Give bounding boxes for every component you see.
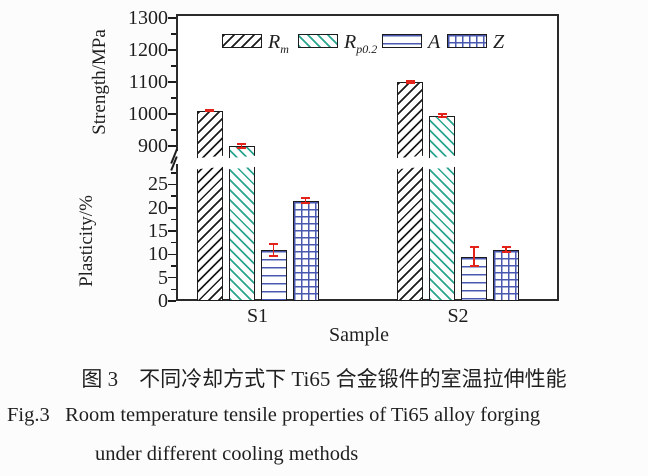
errorbar-cap-bottom — [205, 110, 214, 113]
axis-tick-major — [168, 206, 176, 209]
axis-tick-major — [168, 145, 176, 147]
axis-tick-label: 5 — [158, 266, 168, 289]
axis-tick-minor — [171, 65, 176, 67]
errorbar-cap-bottom — [501, 251, 511, 254]
axis-tick-major — [168, 253, 176, 256]
axis-tick-major — [168, 183, 176, 186]
bar-rm-s1 — [196, 110, 223, 301]
axis-tick-minor — [171, 97, 176, 99]
axis-tick-minor — [171, 171, 176, 174]
bar-a-s2 — [461, 256, 487, 301]
axis-tick-minor — [171, 33, 176, 35]
category-label: S1 — [246, 305, 269, 327]
bar-rp02-s1 — [228, 146, 255, 301]
axis-tick-minor — [171, 218, 176, 221]
axis-tick-label: 1200 — [128, 39, 168, 61]
bar-z-s2 — [493, 249, 519, 301]
legend-swatch-a — [382, 34, 422, 48]
errorbar-line — [304, 196, 307, 205]
legend-swatch-rm — [222, 34, 262, 48]
x-axis-label: Sample — [329, 324, 389, 346]
axis-tick-minor — [171, 195, 176, 197]
category-label: S2 — [447, 305, 469, 327]
chart-area: 900 1000 1100 1200 1300 0 5 10 15 20 25 S1 S2 Streng… — [76, 7, 559, 346]
errorbar-line — [272, 242, 275, 257]
legend-swatch-z — [447, 34, 487, 48]
errorbar-bar-z-s1 — [301, 196, 310, 205]
axis-tick-label: 25 — [148, 173, 168, 196]
errorbar-bar-a-s1 — [269, 242, 278, 257]
errorbar-line — [240, 142, 243, 150]
axis-tick-label: 900 — [138, 135, 168, 157]
axis-tick-label: 0 — [158, 290, 168, 312]
axis-tick-major — [168, 276, 176, 279]
legend-label-rm: Rm — [268, 31, 289, 56]
axis-tick-label: 10 — [148, 243, 168, 266]
errorbar-bar-z-s2 — [501, 245, 511, 254]
errorbar-bar-rm-s2 — [405, 80, 415, 84]
bar-rp02-s2 — [429, 115, 455, 301]
errorbar-bar-rp02-s1 — [237, 142, 246, 150]
errorbar-line — [473, 245, 475, 268]
errorbar-cap-bottom — [269, 254, 278, 257]
errorbar-cap-bottom — [301, 202, 310, 205]
axis-tick-label: 20 — [148, 196, 168, 219]
bar-a-s1 — [260, 249, 287, 301]
legend-label-a: A — [428, 31, 441, 53]
errorbar-line — [505, 245, 507, 254]
errorbar-cap-bottom — [469, 265, 479, 268]
bar-z-s1 — [292, 200, 319, 301]
errorbar-cap-bottom — [405, 81, 415, 84]
axis-tick-minor — [171, 241, 176, 244]
legend-label-z: Z — [493, 31, 505, 53]
bar-rm-s2 — [397, 82, 423, 301]
axis-tick-label: 1000 — [128, 103, 168, 125]
errorbar-cap-bottom — [437, 116, 447, 119]
axis-tick-major — [168, 230, 176, 232]
axis-tick-label: 1100 — [128, 71, 168, 93]
caption-chinese: 图 3 不同冷却方式下 Ti65 合金锻件的室温拉伸性能 — [81, 367, 567, 391]
errorbar-cap-bottom — [237, 147, 246, 150]
axis-tick-major — [168, 17, 176, 19]
legend-label-rp02: Rp0.2 — [344, 31, 378, 56]
axis-tick-minor — [171, 288, 176, 291]
axis-tick-label: 1300 — [128, 7, 168, 29]
axis-tick-major — [168, 113, 176, 115]
errorbar-bar-rp02-s2 — [437, 113, 447, 119]
caption-english-line2: under different cooling methods — [95, 443, 359, 465]
legend-swatch-rp02 — [298, 34, 338, 48]
axis-tick-label: 15 — [148, 220, 168, 243]
errorbar-bar-a-s2 — [469, 245, 479, 268]
axis-tick-minor — [171, 129, 176, 131]
y-axis-label-plasticity: Plasticity/% — [76, 195, 97, 287]
axis-tick-major — [168, 49, 176, 51]
axis-tick-major — [168, 300, 176, 302]
caption-english-line1: Fig.3 Room temperature tensile propertie… — [7, 404, 541, 426]
axis-tick-major — [168, 81, 176, 83]
errorbar-line — [441, 113, 443, 119]
errorbar-bar-rm-s1 — [205, 109, 214, 113]
axis-tick-minor — [171, 265, 176, 267]
